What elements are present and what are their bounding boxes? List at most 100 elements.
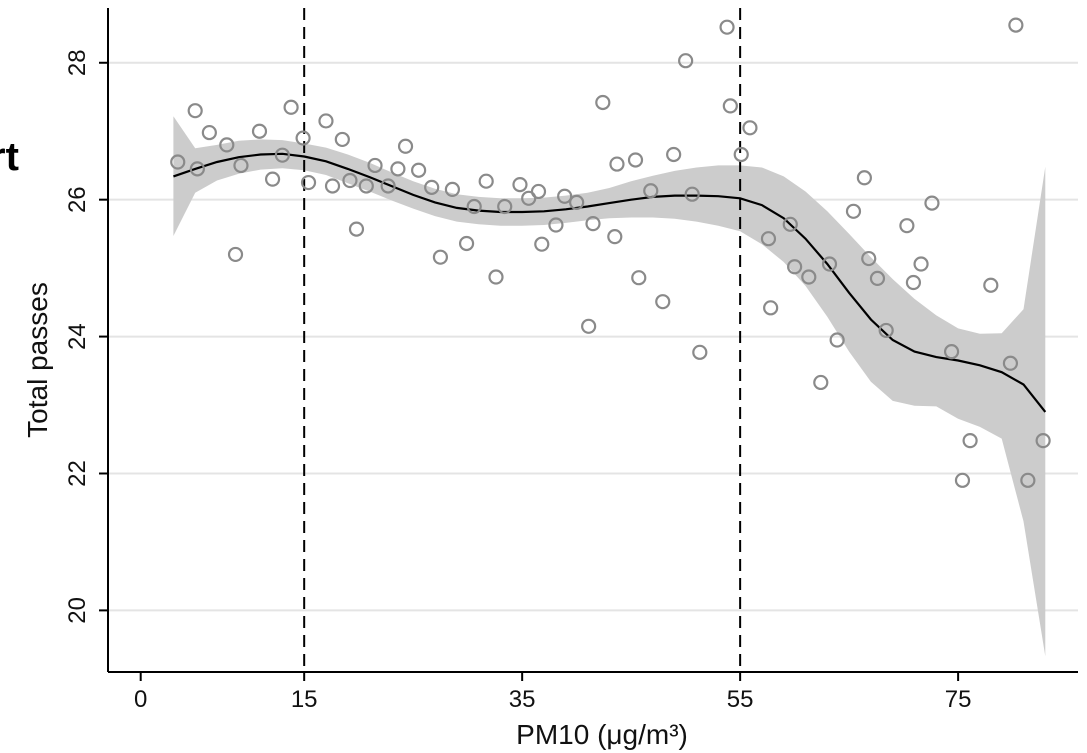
data-point xyxy=(227,246,244,263)
y-tick-label: 22 xyxy=(64,460,91,487)
data-point xyxy=(342,172,358,189)
cropped-edge-text: rt xyxy=(0,135,19,179)
data-point xyxy=(521,190,537,206)
y-tick-label: 28 xyxy=(64,49,91,76)
confidence-band xyxy=(173,116,1046,657)
data-point xyxy=(1035,433,1051,449)
data-point xyxy=(856,170,872,186)
data-point xyxy=(878,322,894,339)
data-point xyxy=(905,274,922,291)
data-point xyxy=(954,472,971,488)
x-tick-label: 35 xyxy=(509,686,536,713)
data-point xyxy=(643,183,659,199)
data-point xyxy=(821,256,838,272)
data-point xyxy=(666,146,682,163)
data-point xyxy=(627,152,644,168)
x-tick-label: 55 xyxy=(727,686,754,713)
data-point xyxy=(512,177,528,193)
data-point xyxy=(581,318,597,334)
data-point xyxy=(607,229,623,245)
data-point xyxy=(458,235,475,252)
data-point xyxy=(300,174,317,191)
data-point xyxy=(869,270,886,286)
data-point xyxy=(534,236,550,252)
data-point xyxy=(1002,355,1019,371)
data-point xyxy=(233,157,249,174)
data-point xyxy=(251,123,268,139)
data-point xyxy=(719,19,735,35)
data-point xyxy=(264,171,281,187)
data-point xyxy=(801,269,817,285)
data-point xyxy=(595,94,611,111)
data-point xyxy=(444,181,461,198)
data-point xyxy=(411,162,427,178)
data-point xyxy=(913,256,929,272)
data-point xyxy=(466,198,482,215)
data-point xyxy=(548,217,564,233)
data-point xyxy=(358,178,374,194)
data-point xyxy=(861,250,877,267)
y-axis-ticks: 20 22 24 26 28 xyxy=(64,49,108,624)
data-point xyxy=(609,156,625,172)
data-point xyxy=(787,259,803,275)
x-axis-ticks: 0 15 35 55 75 xyxy=(134,672,971,713)
data-point xyxy=(742,120,758,136)
data-point xyxy=(678,53,694,69)
reference-lines xyxy=(303,8,742,672)
data-point xyxy=(763,300,779,316)
data-point xyxy=(283,99,299,115)
data-point xyxy=(760,231,777,247)
data-point xyxy=(295,130,311,146)
data-point xyxy=(845,203,862,219)
data-point xyxy=(585,216,601,232)
x-tick-label: 15 xyxy=(291,686,318,713)
data-point xyxy=(943,344,960,360)
scatter-points xyxy=(170,17,1051,488)
y-tick-label: 20 xyxy=(64,597,91,624)
data-point xyxy=(201,124,217,141)
data-point xyxy=(813,374,829,391)
data-point xyxy=(899,218,915,234)
y-tick-label: 24 xyxy=(64,323,91,350)
data-point xyxy=(782,216,798,232)
data-point xyxy=(530,183,547,200)
data-point xyxy=(274,147,290,163)
data-point xyxy=(424,179,440,195)
data-point xyxy=(1008,17,1024,33)
y-axis-title: Total passes xyxy=(22,282,53,438)
gridlines xyxy=(108,61,1078,612)
data-point xyxy=(488,269,504,285)
data-point xyxy=(655,294,671,310)
data-point xyxy=(397,138,414,154)
data-point xyxy=(189,161,205,177)
data-point xyxy=(962,433,978,449)
data-point xyxy=(557,188,573,204)
fitted-line xyxy=(173,152,1047,413)
data-point xyxy=(348,221,365,237)
data-point xyxy=(390,161,406,177)
data-point xyxy=(367,157,383,174)
x-tick-label: 0 xyxy=(134,686,147,713)
data-point xyxy=(684,186,700,202)
data-point xyxy=(829,332,845,348)
data-point xyxy=(170,154,186,170)
data-point xyxy=(692,344,708,360)
x-tick-label: 75 xyxy=(945,686,972,713)
data-point xyxy=(983,277,999,293)
data-point xyxy=(432,249,449,265)
x-axis-title: PM10 (μg/m³) xyxy=(516,719,688,750)
data-point xyxy=(569,194,585,211)
data-point xyxy=(187,103,203,119)
data-point xyxy=(722,98,738,114)
data-point xyxy=(318,113,334,129)
data-point xyxy=(219,137,235,153)
data-point xyxy=(380,178,396,194)
data-point xyxy=(497,198,513,215)
data-point xyxy=(324,178,341,194)
data-point xyxy=(1020,472,1036,488)
data-point xyxy=(631,270,647,286)
data-point xyxy=(478,173,494,189)
data-point xyxy=(924,195,940,211)
data-point xyxy=(733,146,749,163)
